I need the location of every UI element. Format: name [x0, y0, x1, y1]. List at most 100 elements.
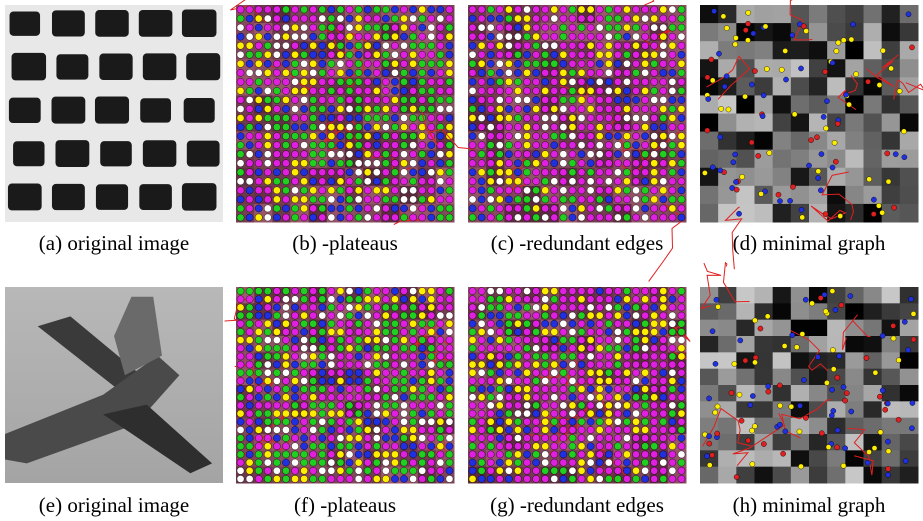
- dot: [478, 78, 485, 85]
- region: [900, 168, 919, 187]
- dot: [282, 105, 289, 112]
- dot: [437, 345, 444, 352]
- dot: [310, 475, 317, 482]
- dot: [514, 410, 521, 417]
- dot: [632, 142, 639, 149]
- dot: [551, 142, 558, 149]
- dot: [596, 312, 603, 319]
- dot: [478, 24, 485, 31]
- dot: [642, 467, 649, 474]
- dot: [505, 205, 512, 212]
- dot: [273, 133, 280, 140]
- dot: [514, 87, 521, 94]
- dot: [328, 345, 335, 352]
- dot: [400, 187, 407, 194]
- dot: [301, 394, 308, 401]
- dot: [551, 304, 558, 311]
- dot: [410, 296, 417, 303]
- dot: [505, 369, 512, 376]
- dot: [487, 169, 494, 176]
- dot: [542, 385, 549, 392]
- dot: [542, 434, 549, 441]
- dot: [569, 205, 576, 212]
- dot: [849, 37, 854, 42]
- dot: [391, 6, 398, 13]
- dot: [542, 60, 549, 67]
- region: [900, 95, 919, 114]
- region: [736, 59, 755, 78]
- dot: [623, 451, 630, 458]
- dot: [246, 353, 253, 360]
- dot: [560, 320, 567, 327]
- dot: [301, 169, 308, 176]
- dot: [835, 121, 840, 126]
- region: [755, 450, 774, 467]
- region: [700, 467, 719, 484]
- dot: [632, 33, 639, 40]
- dot: [726, 107, 731, 112]
- dot: [469, 434, 476, 441]
- dot: [301, 345, 308, 352]
- dot: [373, 105, 380, 112]
- dot: [410, 160, 417, 167]
- dot: [642, 33, 649, 40]
- dot: [523, 410, 530, 417]
- dot: [437, 178, 444, 185]
- dot: [428, 467, 435, 474]
- dot: [533, 361, 540, 368]
- dot: [310, 385, 317, 392]
- dot: [264, 205, 271, 212]
- dot: [382, 312, 389, 319]
- dot: [605, 287, 612, 294]
- dot: [605, 304, 612, 311]
- dot: [867, 177, 872, 182]
- image-cell: [9, 98, 41, 123]
- dot: [382, 459, 389, 466]
- dot: [469, 114, 476, 121]
- dot: [578, 114, 585, 121]
- dot: [310, 312, 317, 319]
- region: [882, 434, 901, 451]
- dot: [301, 178, 308, 185]
- panel-caption: (g) -redundant edges: [490, 493, 664, 517]
- dot: [542, 169, 549, 176]
- region: [827, 186, 846, 205]
- dot: [707, 441, 712, 446]
- dot: [587, 402, 594, 409]
- dot: [319, 123, 326, 130]
- dot: [551, 169, 558, 176]
- dot: [428, 361, 435, 368]
- dot: [533, 410, 540, 417]
- dot: [373, 402, 380, 409]
- dot: [346, 51, 353, 58]
- dot: [642, 96, 649, 103]
- dot: [301, 426, 308, 433]
- dot: [419, 87, 426, 94]
- dot: [301, 214, 308, 221]
- dot: [478, 33, 485, 40]
- dot: [346, 42, 353, 49]
- dot: [255, 402, 262, 409]
- dot: [587, 123, 594, 130]
- dot: [841, 463, 846, 468]
- dot: [851, 22, 856, 27]
- dot: [337, 123, 344, 130]
- dot: [505, 42, 512, 49]
- dot: [346, 467, 353, 474]
- dot: [410, 214, 417, 221]
- dot: [843, 446, 848, 451]
- region: [700, 352, 719, 369]
- dot: [614, 214, 621, 221]
- dot: [533, 287, 540, 294]
- panel: (g) -redundant edges: [468, 287, 690, 517]
- dot: [514, 178, 521, 185]
- dot: [578, 33, 585, 40]
- dot: [533, 377, 540, 384]
- dot: [246, 114, 253, 121]
- dot: [678, 451, 685, 458]
- dot: [282, 33, 289, 40]
- dot: [478, 96, 485, 103]
- dot: [237, 160, 244, 167]
- dot: [560, 24, 567, 31]
- dot: [364, 426, 371, 433]
